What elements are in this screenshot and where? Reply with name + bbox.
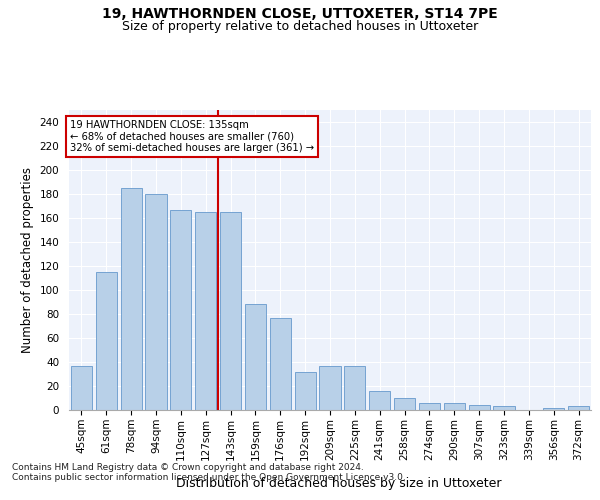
Bar	[145, 194, 167, 410]
Text: 19 HAWTHORNDEN CLOSE: 135sqm
← 68% of detached houses are smaller (760)
32% of s: 19 HAWTHORNDEN CLOSE: 135sqm ← 68% of de…	[70, 120, 314, 153]
Bar	[543, 408, 564, 410]
Bar	[394, 398, 415, 410]
Bar	[245, 304, 266, 410]
Bar	[419, 403, 440, 410]
Bar	[493, 406, 515, 410]
Text: Size of property relative to detached houses in Uttoxeter: Size of property relative to detached ho…	[122, 20, 478, 33]
Bar	[444, 403, 465, 410]
Bar	[170, 210, 191, 410]
Bar	[121, 188, 142, 410]
Bar	[469, 405, 490, 410]
Text: Distribution of detached houses by size in Uttoxeter: Distribution of detached houses by size …	[176, 477, 502, 490]
Bar	[369, 391, 390, 410]
Text: 19, HAWTHORNDEN CLOSE, UTTOXETER, ST14 7PE: 19, HAWTHORNDEN CLOSE, UTTOXETER, ST14 7…	[102, 8, 498, 22]
Bar	[319, 366, 341, 410]
Bar	[96, 272, 117, 410]
Text: Contains HM Land Registry data © Crown copyright and database right 2024.: Contains HM Land Registry data © Crown c…	[12, 464, 364, 472]
Bar	[71, 366, 92, 410]
Bar	[220, 212, 241, 410]
Bar	[295, 372, 316, 410]
Text: Contains public sector information licensed under the Open Government Licence v3: Contains public sector information licen…	[12, 474, 406, 482]
Y-axis label: Number of detached properties: Number of detached properties	[21, 167, 34, 353]
Bar	[344, 366, 365, 410]
Bar	[195, 212, 216, 410]
Bar	[568, 406, 589, 410]
Bar	[270, 318, 291, 410]
